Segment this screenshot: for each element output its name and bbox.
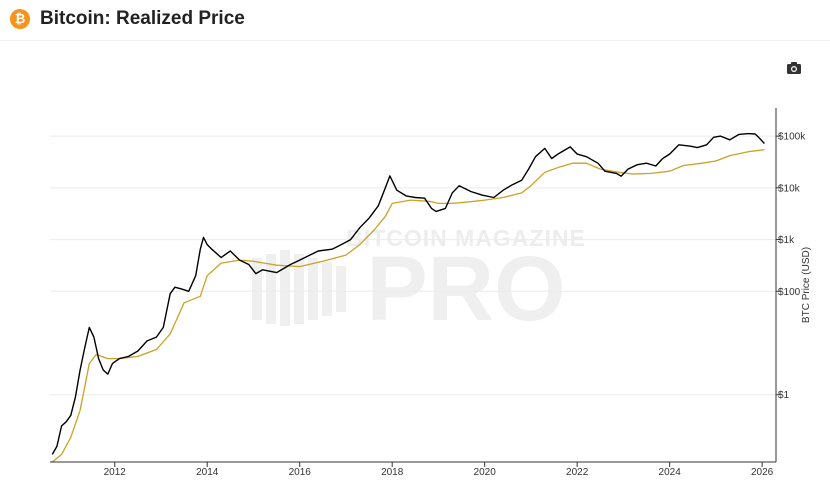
y-axis-title: BTC Price (USD): [801, 247, 812, 323]
watermark-brand-text: BITCOIN MAGAZINE: [346, 225, 586, 251]
btc-price-line: [51, 132, 765, 455]
watermark-pro-text: PRO: [366, 238, 565, 340]
axes: $1 $100 $1k $10k $100k 2012 2014 2016 2018 2020 20…: [50, 108, 812, 478]
x-tick-label: 2012: [104, 467, 127, 478]
y-tick-label: $10k: [778, 183, 801, 194]
y-tick-label: $1: [778, 390, 790, 401]
x-tick-label: 2022: [566, 467, 589, 478]
x-tick-label: 2024: [659, 467, 682, 478]
y-tick-label: $100k: [778, 132, 806, 143]
y-tick-label: $1k: [778, 235, 795, 246]
watermark-stripes-icon: [252, 250, 346, 326]
header: ₿ Bitcoin: Realized Price: [0, 0, 830, 41]
realized-price-line: [51, 148, 765, 463]
series-layer: [51, 132, 765, 463]
x-tick-label: 2014: [196, 467, 219, 478]
watermark: BITCOIN MAGAZINE PRO: [252, 225, 586, 340]
camera-icon[interactable]: [786, 60, 802, 76]
page-title: Bitcoin: Realized Price: [40, 8, 245, 29]
grid: [50, 135, 776, 396]
x-tick-label: 2016: [289, 467, 312, 478]
bitcoin-logo-icon: ₿: [10, 9, 30, 29]
y-tick-label: $100: [778, 287, 801, 298]
x-tick-label: 2018: [381, 467, 404, 478]
x-tick-label: 2026: [751, 467, 774, 478]
x-tick-label: 2020: [474, 467, 497, 478]
